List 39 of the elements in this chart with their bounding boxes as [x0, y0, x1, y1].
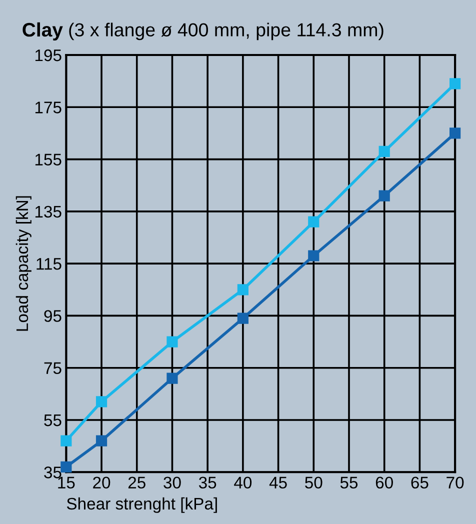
- point: [378, 190, 390, 202]
- point: [308, 250, 320, 262]
- x-tick-label: 65: [411, 476, 428, 489]
- x-tick-label: 70: [446, 476, 464, 489]
- x-tick-label: 45: [269, 476, 287, 489]
- x-tick-label: 35: [198, 476, 216, 489]
- y-tick-label: 175: [35, 102, 62, 114]
- point: [166, 372, 178, 384]
- y-tick-label: 95: [44, 310, 62, 322]
- point: [237, 284, 248, 296]
- x-tick-label: 25: [128, 476, 146, 489]
- y-tick-label: 55: [44, 414, 62, 426]
- point: [450, 128, 461, 139]
- y-axis-title: Load capacity [kN]: [16, 196, 32, 331]
- x-tick-label: 40: [234, 476, 252, 489]
- x-tick-label: 50: [305, 476, 322, 489]
- y-tick-label: 35: [44, 466, 62, 478]
- point: [450, 78, 461, 90]
- point: [378, 146, 390, 158]
- chart-subtitle: (3 x flange ø 400 mm, pipe 114.3 mm): [69, 22, 384, 40]
- y-tick-label: 195: [35, 49, 62, 62]
- x-tick-label: 15: [58, 476, 75, 489]
- y-tick-label: 115: [36, 258, 62, 270]
- point: [96, 396, 108, 408]
- y-tick-label: 155: [35, 154, 62, 166]
- y-tick-label: 75: [44, 362, 62, 374]
- x-tick-label: 55: [340, 476, 358, 489]
- point: [308, 216, 320, 228]
- chart-title: Clay: [22, 22, 63, 41]
- point: [60, 461, 72, 472]
- x-axis-title: Shear strenght [kPa]: [66, 497, 217, 513]
- y-tick-label: 135: [35, 206, 62, 218]
- x-tick-label: 30: [164, 476, 181, 489]
- point: [60, 435, 72, 446]
- point: [166, 336, 178, 348]
- point: [96, 435, 108, 446]
- x-tick-label: 20: [93, 476, 110, 489]
- point: [237, 312, 248, 324]
- x-tick-label: 60: [376, 476, 393, 489]
